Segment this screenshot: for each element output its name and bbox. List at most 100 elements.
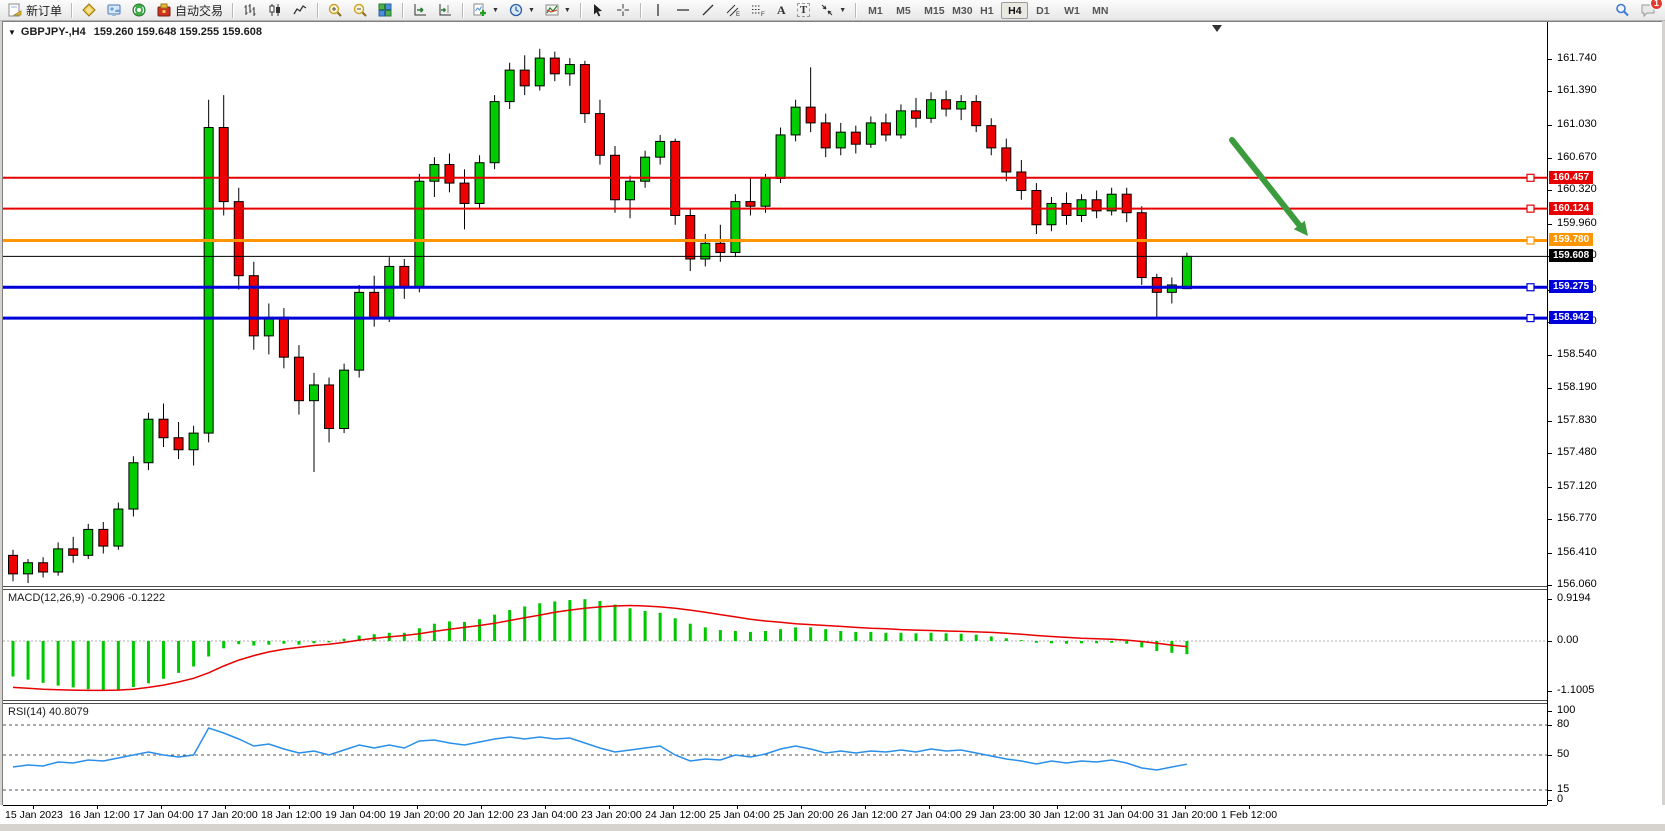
timeframe-d1-button[interactable]: D1 [1029, 2, 1056, 19]
trendline-button[interactable] [696, 1, 720, 20]
arrows-icon [819, 2, 835, 18]
text-label-icon: T [796, 3, 811, 17]
time-label: 27 Jan 04:00 [901, 809, 962, 821]
trend-arrow-head[interactable] [1293, 220, 1308, 236]
chart-shift-icon [437, 2, 453, 18]
chart-shift-marker-icon[interactable] [1212, 25, 1222, 32]
text-label-button[interactable]: T [793, 1, 814, 20]
toolbar-separator [71, 2, 73, 18]
rsi-pane-canvas[interactable] [3, 704, 1547, 805]
candle [128, 462, 139, 510]
fibonacci-button[interactable]: F [746, 1, 770, 20]
time-label: 19 Jan 20:00 [389, 809, 450, 821]
price-axis[interactable]: 161.740 161.390 161.030 160.670 160.320 159.9… [1548, 22, 1662, 805]
candle [1181, 255, 1192, 290]
terminal-button[interactable] [102, 1, 126, 20]
arrows-button[interactable]: ▼ [815, 1, 850, 20]
line-handle[interactable] [1526, 173, 1535, 182]
fibonacci-icon: F [750, 2, 766, 18]
search-icon [1614, 2, 1630, 18]
search-button[interactable] [1610, 1, 1634, 20]
candle [444, 164, 455, 184]
time-label: 1 Feb 12:00 [1221, 809, 1278, 821]
candle [1106, 193, 1117, 212]
horizontal-line-icon [675, 2, 691, 18]
terminal-icon [106, 2, 122, 18]
candle [564, 64, 575, 75]
tile-windows-button[interactable] [373, 1, 397, 20]
auto-scroll-button[interactable] [408, 1, 432, 20]
line-handle[interactable] [1526, 283, 1535, 292]
signals-button[interactable] [127, 1, 151, 20]
main-chart-canvas[interactable] [3, 22, 1547, 586]
time-tick [1057, 805, 1058, 809]
price-tick-label: 157.830 [1557, 414, 1597, 426]
timeframe-m1-button[interactable]: M1 [861, 2, 888, 19]
periods-button[interactable]: ▼ [504, 1, 539, 20]
zoom-in-button[interactable] [323, 1, 347, 20]
rsi-axis-label: 100 [1557, 704, 1576, 716]
collapse-arrow-icon[interactable]: ▼ [8, 28, 16, 37]
price-line-tag: 159.275 [1549, 280, 1594, 293]
timeframe-m15-button[interactable]: M15 [917, 2, 944, 19]
toolbar-separator [855, 2, 857, 18]
candle [38, 562, 49, 573]
line-chart-button[interactable] [288, 1, 312, 20]
candle [655, 140, 666, 158]
bar-chart-button[interactable] [238, 1, 262, 20]
auto-trading-button[interactable]: 自动交易 [152, 1, 227, 20]
time-axis[interactable]: 15 Jan 2023 16 Jan 12:00 17 Jan 04:00 17 Ja… [0, 805, 1665, 824]
rsi-axis-tick [1548, 711, 1552, 712]
candle [1151, 277, 1162, 293]
templates-button[interactable]: ▼ [540, 1, 575, 20]
timeframe-h1-button[interactable]: H1 [973, 2, 1000, 19]
text-button[interactable]: A [771, 1, 792, 20]
metaeditor-button[interactable] [77, 1, 101, 20]
cursor-icon [590, 2, 606, 18]
candlestick-chart-button[interactable] [263, 1, 287, 20]
candlestick-chart-icon [267, 2, 283, 18]
line-handle[interactable] [1526, 313, 1535, 323]
cursor-button[interactable] [586, 1, 610, 20]
timeframe-m30-button[interactable]: M30 [945, 2, 972, 19]
zoom-out-button[interactable] [348, 1, 372, 20]
equidistant-channel-button[interactable]: E [721, 1, 745, 20]
price-tick [1548, 190, 1552, 191]
symbol-period-label: GBPJPY-,H4 [20, 26, 86, 38]
timeframe-mn-button[interactable]: MN [1085, 2, 1112, 19]
candle [158, 418, 169, 439]
line-handle[interactable] [1526, 204, 1535, 213]
notifications-button[interactable]: 1 [1640, 0, 1663, 18]
crosshair-button[interactable] [611, 1, 635, 20]
candle [504, 69, 515, 103]
svg-text:F: F [761, 12, 765, 18]
candle [549, 57, 560, 75]
candle [1016, 171, 1027, 191]
rsi-axis-tick [1548, 790, 1552, 791]
price-line-tag: 159.608 [1549, 249, 1594, 262]
timeframe-h4-button[interactable]: H4 [1001, 1, 1029, 19]
line-handle[interactable] [1526, 236, 1535, 245]
new-order-button[interactable]: 新订单 [3, 1, 66, 20]
pane-splitter[interactable] [3, 586, 1547, 590]
macd-axis-label: -1.1005 [1557, 684, 1595, 696]
trend-arrow[interactable] [1229, 137, 1303, 229]
toolbar-separator [232, 2, 234, 18]
dropdown-caret: ▼ [839, 6, 847, 14]
candle [8, 554, 18, 575]
zoom-out-icon [352, 2, 368, 18]
time-label: 23 Jan 04:00 [517, 809, 578, 821]
indicators-button[interactable]: ▼ [468, 1, 503, 20]
timeframe-m5-button[interactable]: M5 [889, 2, 916, 19]
candle [384, 265, 395, 318]
vertical-line-button[interactable] [646, 1, 670, 20]
time-tick [929, 805, 930, 809]
candle [23, 562, 34, 575]
macd-pane-canvas[interactable] [3, 590, 1547, 700]
chart-shift-button[interactable] [433, 1, 457, 20]
pane-splitter[interactable] [3, 700, 1547, 704]
macd-axis-tick [1548, 599, 1552, 600]
zoom-in-icon [327, 2, 343, 18]
timeframe-w1-button[interactable]: W1 [1057, 2, 1084, 19]
horizontal-line-button[interactable] [671, 1, 695, 20]
